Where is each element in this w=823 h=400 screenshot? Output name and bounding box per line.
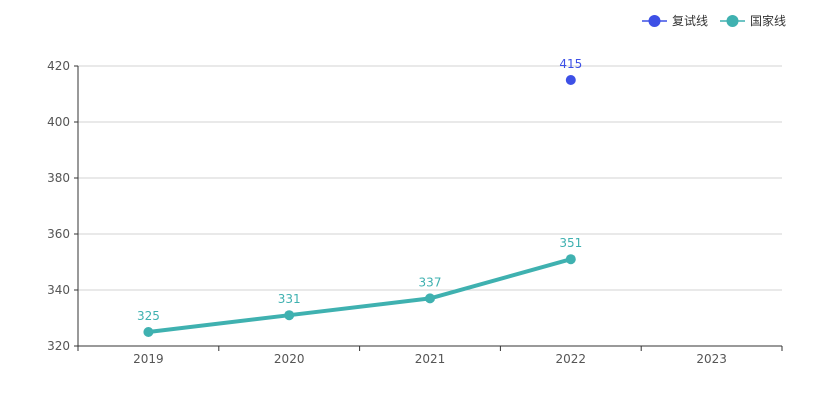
y-tick-label: 420 <box>47 59 70 73</box>
data-point[interactable] <box>565 254 576 265</box>
legend-label: 国家线 <box>750 13 786 28</box>
grid-lines <box>78 65 782 291</box>
x-tick-label: 2022 <box>556 352 587 366</box>
y-tick-label: 320 <box>47 339 70 353</box>
data-label: 351 <box>559 236 582 250</box>
legend-label: 复试线 <box>672 13 708 28</box>
legend: 复试线 国家线 <box>642 13 786 28</box>
legend-marker <box>648 15 661 27</box>
y-tick-label: 400 <box>47 115 70 129</box>
legend-marker <box>726 15 739 27</box>
y-tick-label: 340 <box>47 283 70 297</box>
data-label: 331 <box>278 292 301 306</box>
data-point[interactable] <box>143 327 154 337</box>
data-point[interactable] <box>565 75 576 85</box>
series-line <box>146 257 573 334</box>
x-tick-label: 2023 <box>696 352 727 366</box>
y-axis: 320 340 360 380 400 420 <box>47 59 79 353</box>
series-group: 415 325 331 337 351 <box>137 57 582 337</box>
data-label: 325 <box>137 309 160 323</box>
x-axis: 2019 2020 2021 2022 2023 <box>77 345 783 366</box>
data-point[interactable] <box>425 293 435 304</box>
data-point[interactable] <box>284 310 295 321</box>
data-label: 415 <box>559 57 582 71</box>
x-tick-label: 2021 <box>415 352 446 366</box>
y-tick-label: 380 <box>47 171 70 185</box>
legend-item[interactable]: 国家线 <box>720 13 786 28</box>
x-tick-label: 2019 <box>133 352 164 366</box>
data-label: 337 <box>419 275 442 289</box>
x-tick-label: 2020 <box>274 352 305 366</box>
y-tick-label: 360 <box>47 227 70 241</box>
legend-item[interactable]: 复试线 <box>642 13 708 28</box>
